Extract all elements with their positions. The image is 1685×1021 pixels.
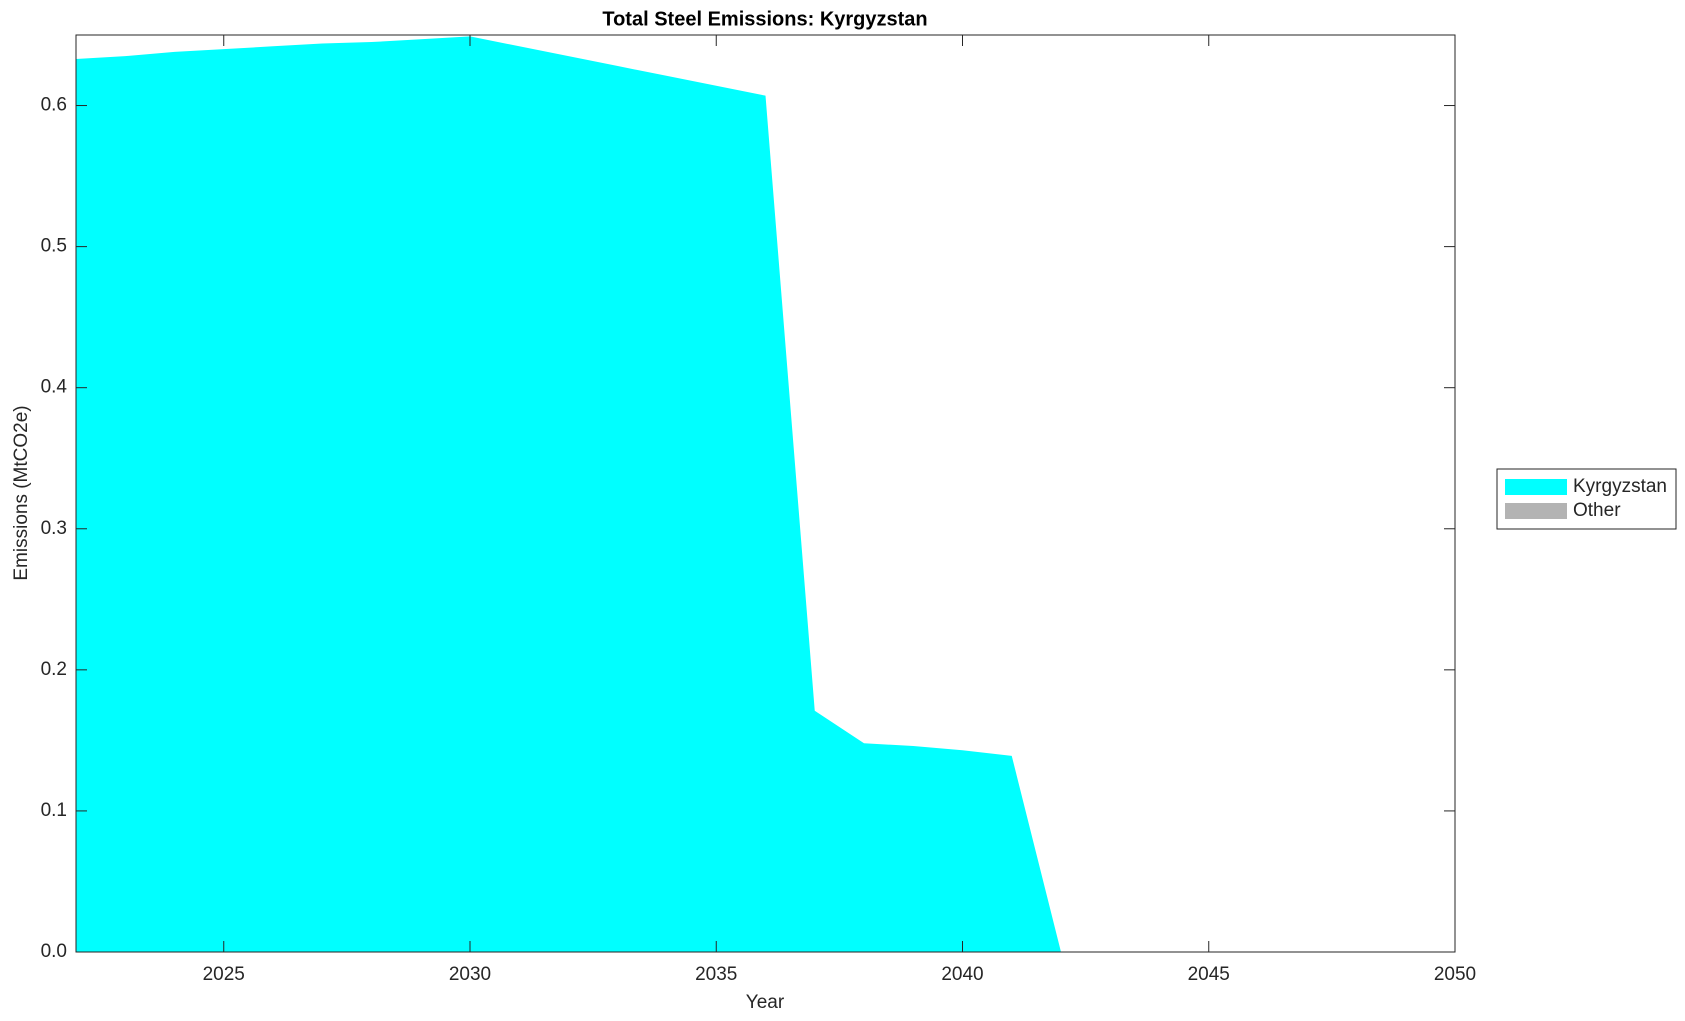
x-tick-label: 2035 [695,964,737,985]
y-tick-label: 0.3 [41,518,67,539]
y-tick-label: 0.4 [41,377,68,398]
legend-swatch [1505,503,1567,519]
x-tick-label: 2040 [941,964,983,985]
x-tick-label: 2025 [203,964,245,985]
y-axis-label: Emissions (MtCO2e) [11,405,32,580]
y-tick-label: 0.6 [41,95,67,116]
legend-label: Other [1573,500,1621,521]
chart-title: Total Steel Emissions: Kyrgyzstan [602,8,927,30]
y-tick-label: 0.2 [41,659,67,680]
x-tick-label: 2045 [1188,964,1230,985]
y-tick-label: 0.1 [41,800,67,821]
legend-swatch [1505,479,1567,495]
y-tick-label: 0.5 [41,236,67,257]
x-tick-label: 2050 [1434,964,1476,985]
area [76,36,1455,953]
x-tick-label: 2030 [449,964,491,985]
y-tick-label: 0.0 [41,941,67,962]
x-axis-label: Year [746,992,785,1013]
axes-box [75,34,1456,953]
legend-label: Kyrgyzstan [1573,476,1667,497]
